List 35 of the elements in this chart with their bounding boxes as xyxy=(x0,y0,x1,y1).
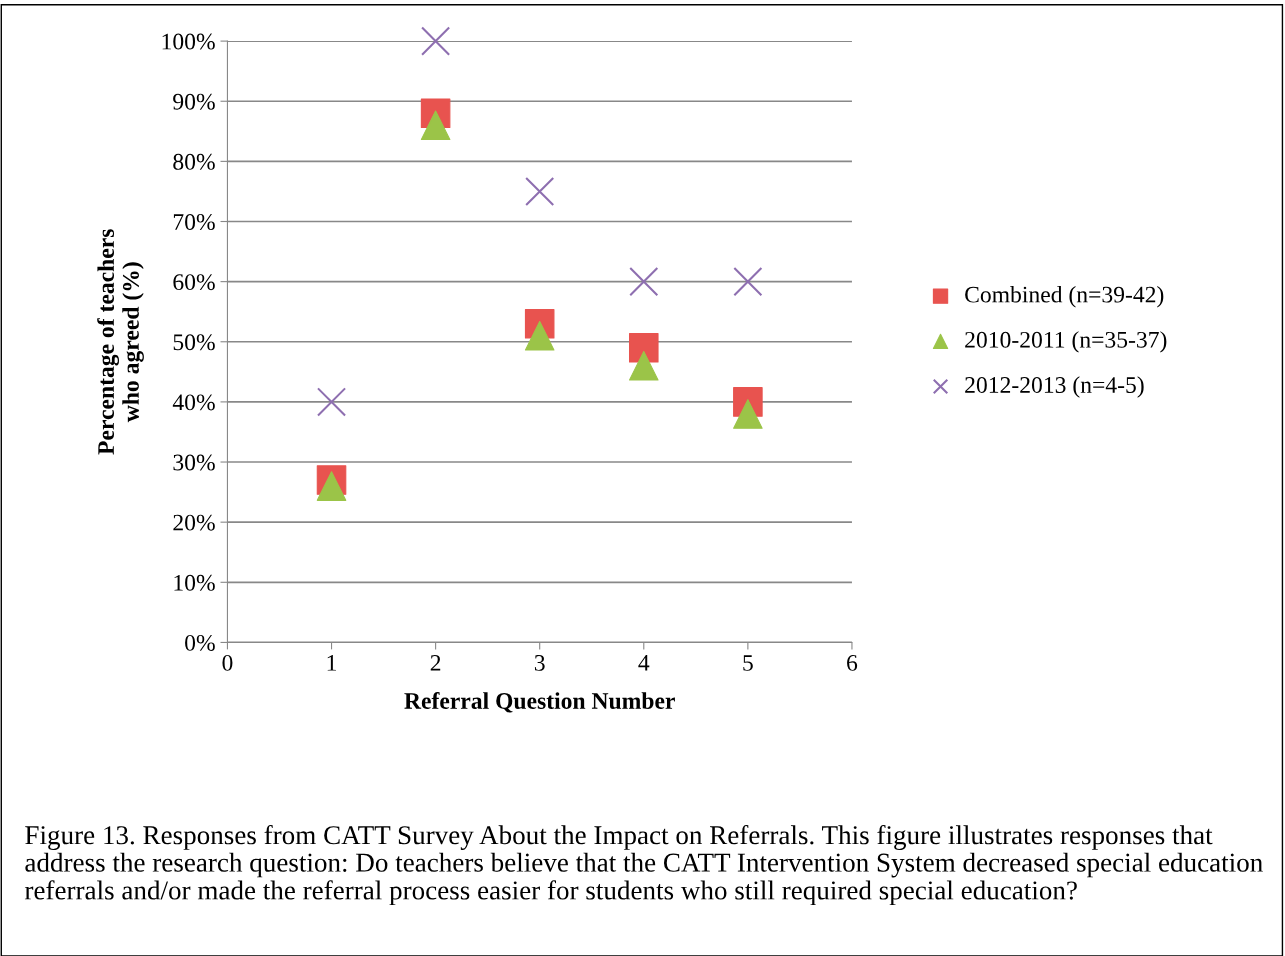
point xyxy=(733,399,763,429)
legend-label: 2012-2013 (n=4-5) xyxy=(965,376,1144,398)
y-axis-title: Percentage of teachers who agreed (%) xyxy=(97,229,144,455)
y-tick-label: 90% xyxy=(173,93,215,110)
point xyxy=(524,320,555,351)
legend-label: Combined (n=39-42) xyxy=(965,285,1164,308)
point xyxy=(420,110,451,141)
point xyxy=(629,267,659,297)
point xyxy=(316,387,347,417)
legend-label: 2010-2011 (n=35-37) xyxy=(965,331,1167,353)
caption: Figure 13. Responses from CATT Survey About the Impact on Referrals. This figure illustrates responses that address the research question: Do teachers believe that the CATT Intervention System decreased special education referrals and/or made the referral process easier for students who still required special education? xyxy=(24,825,1263,906)
x-axis-title: Referral Question Number xyxy=(404,692,675,713)
y-tick-label: 20% xyxy=(173,514,215,531)
point xyxy=(421,26,451,56)
x-tick-label: 2 xyxy=(430,654,441,671)
y-tick-label: 60% xyxy=(173,274,215,291)
point xyxy=(316,471,347,501)
x-tick-label: 3 xyxy=(534,654,545,671)
x-tick-label: 5 xyxy=(743,655,753,671)
x-tick-label: 1 xyxy=(327,655,337,671)
point xyxy=(525,176,555,207)
y-tick-label: 30% xyxy=(173,454,215,471)
y-tick-label: 80% xyxy=(173,153,215,170)
x-tick-label: 0 xyxy=(222,654,233,671)
x-tick-label: 4 xyxy=(638,655,650,671)
y-tick-label: 40% xyxy=(172,394,215,411)
y-tick-label: 0% xyxy=(185,634,215,651)
y-tick-label: 100% xyxy=(162,33,215,50)
point xyxy=(628,351,659,381)
point xyxy=(733,267,763,297)
y-tick-label: 50% xyxy=(173,334,215,351)
y-tick-label: 10% xyxy=(174,574,215,591)
point xyxy=(628,332,659,363)
y-tick-label: 70% xyxy=(173,214,215,231)
x-tick-label: 6 xyxy=(847,654,858,671)
